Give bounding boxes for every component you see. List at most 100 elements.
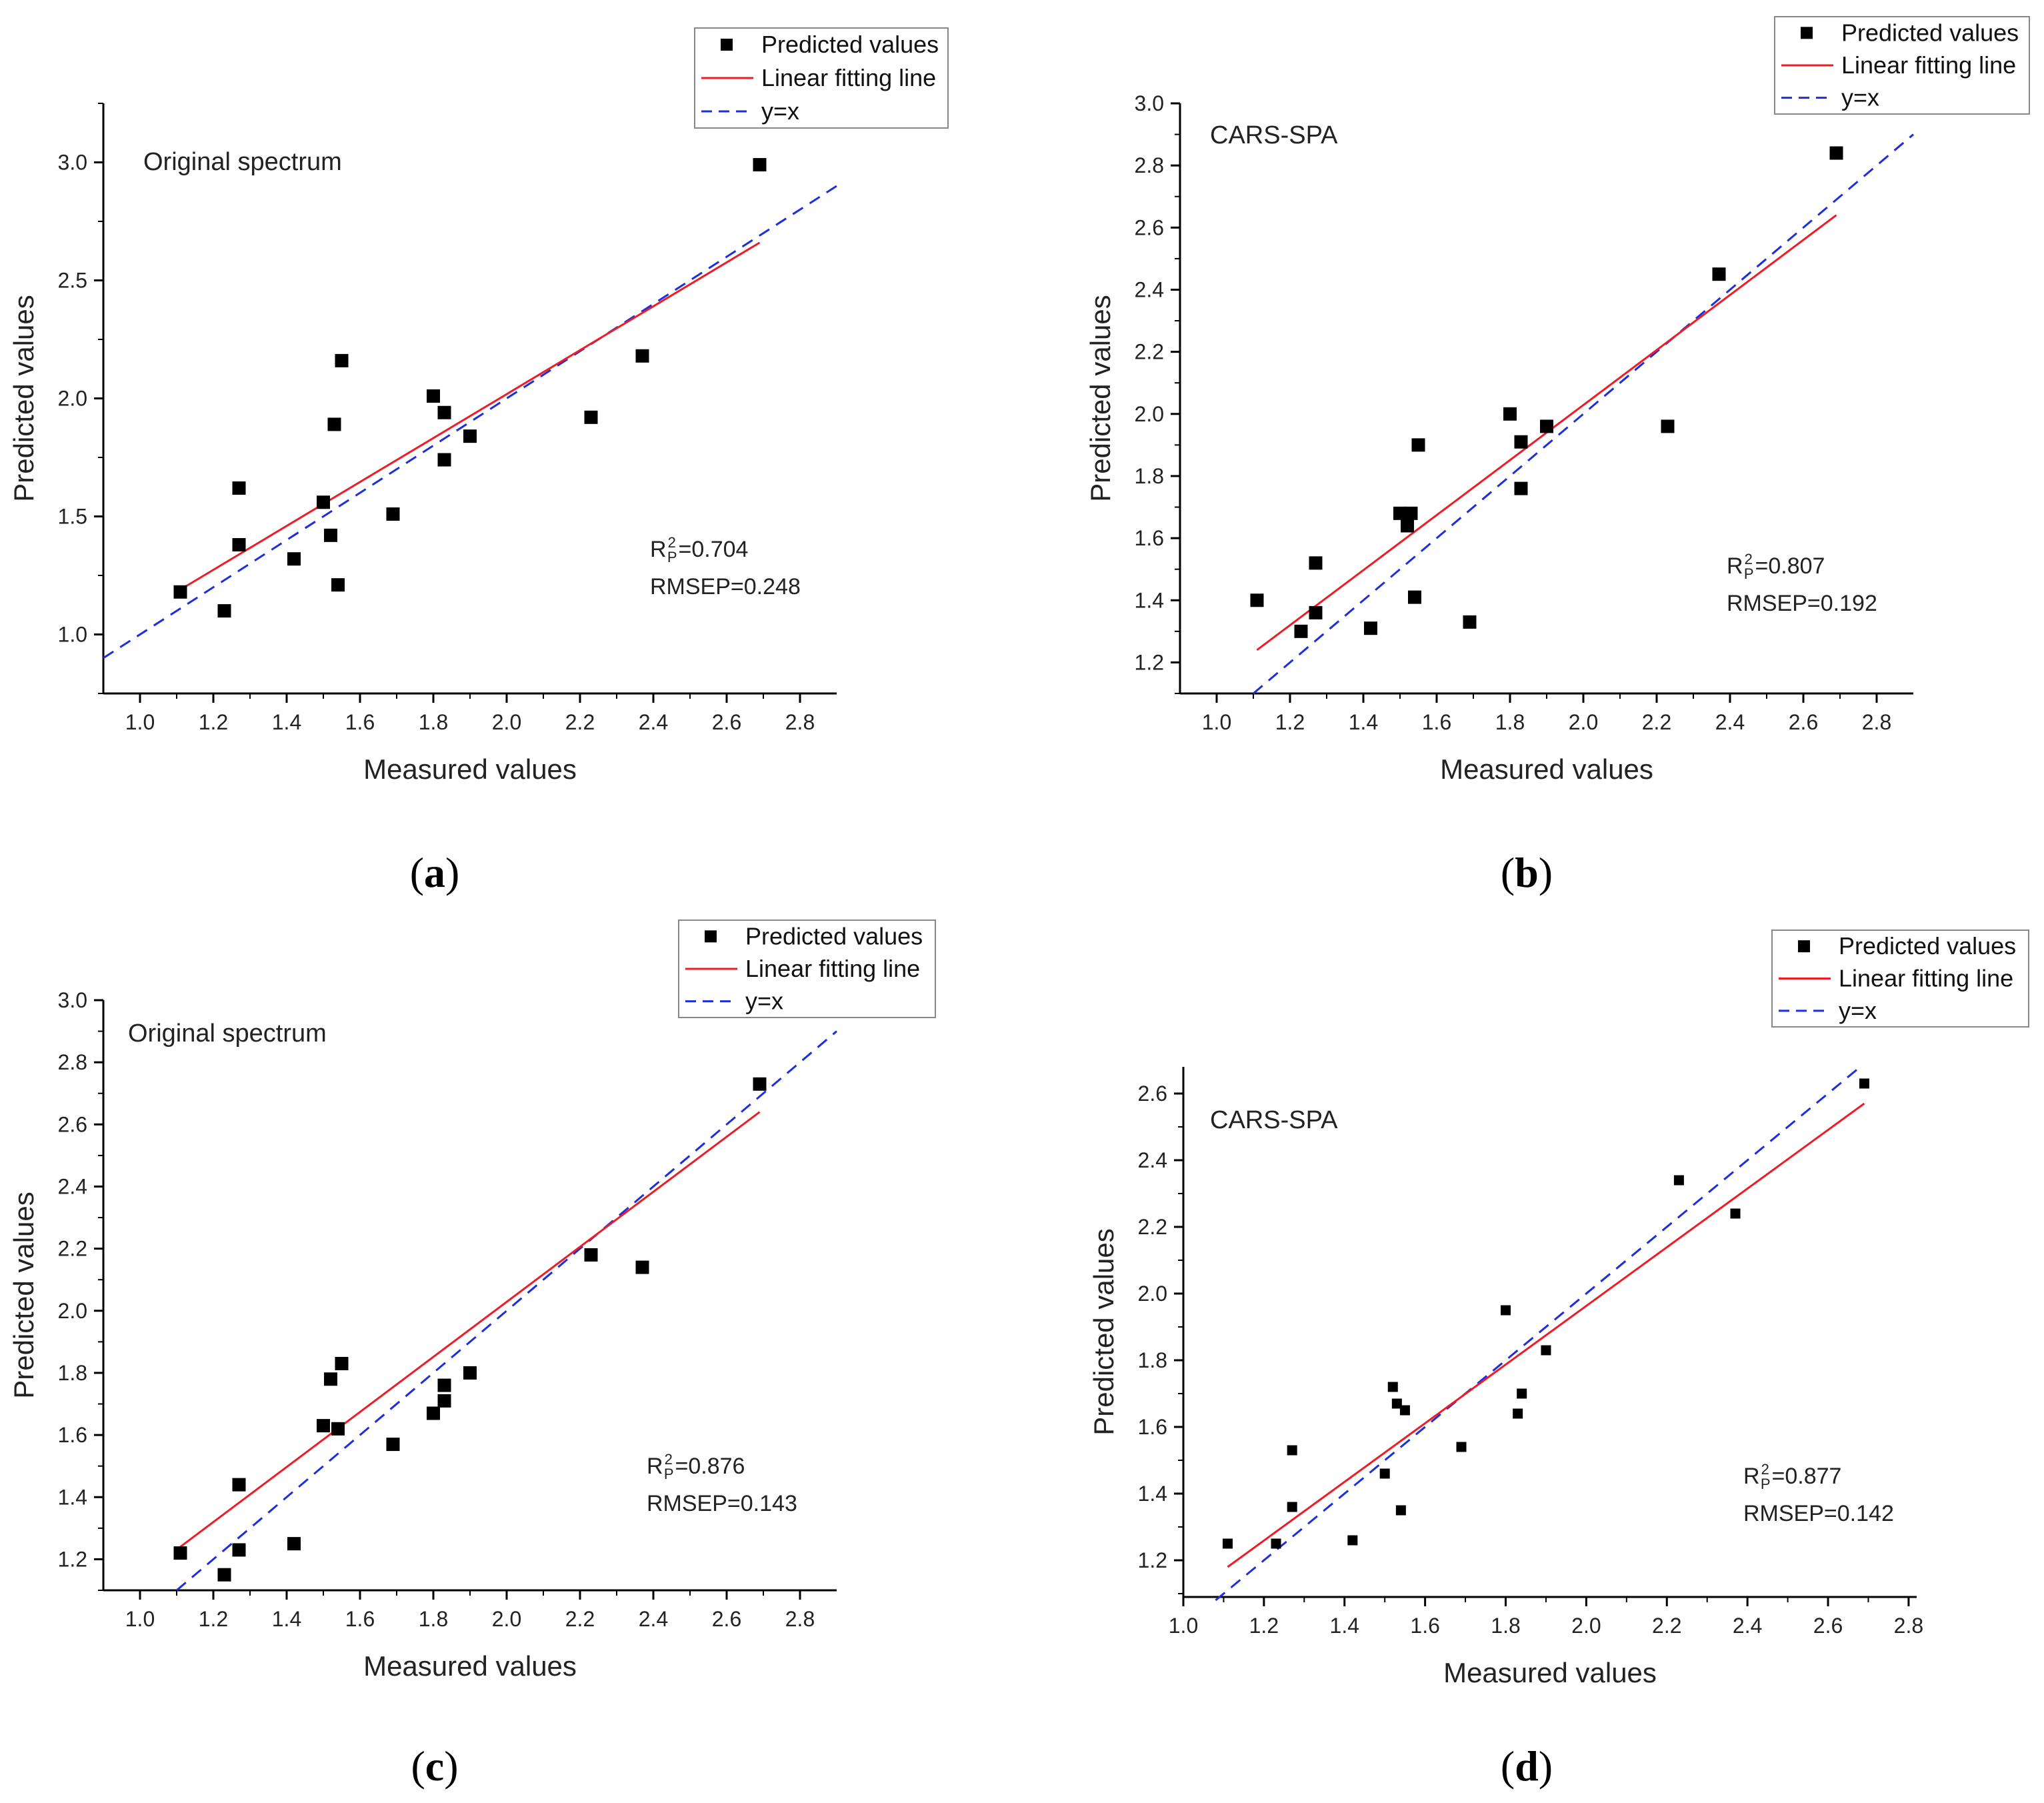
y-tick-label: 1.6: [58, 1423, 87, 1447]
data-point: [1540, 419, 1553, 433]
legend-predicted-label: Predicted values: [1839, 932, 2016, 960]
fit-line: [179, 1111, 761, 1548]
data-point: [232, 1543, 246, 1557]
panel-caption: (c): [411, 1742, 458, 1790]
panel-caption: (a): [410, 849, 460, 896]
legend-fit-label: Linear fitting line: [745, 955, 920, 982]
r2-sub: P: [667, 549, 677, 565]
y-tick-label: 3.0: [1135, 91, 1164, 115]
y-tick-label: 2.8: [1135, 153, 1164, 177]
data-point: [317, 495, 330, 509]
data-point: [287, 1537, 301, 1551]
data-point: [335, 1356, 349, 1370]
data-point: [331, 1422, 345, 1436]
data-point: [1309, 605, 1323, 619]
data-point: [463, 1366, 477, 1380]
x-tick-label: 1.6: [345, 1607, 375, 1631]
y-tick-label: 1.2: [1138, 1548, 1167, 1572]
legend-square-symbol: [1798, 940, 1810, 953]
x-tick-label: 2.6: [1789, 710, 1818, 734]
legend-identity-label: y=x: [761, 97, 799, 125]
data-point: [1411, 438, 1425, 452]
x-tick-label: 2.6: [712, 710, 741, 734]
data-point: [1404, 506, 1418, 520]
x-tick-label: 2.6: [1813, 1614, 1843, 1638]
x-tick-label: 2.4: [639, 710, 668, 734]
r2-sup: 2: [665, 1451, 673, 1468]
x-tick-label: 2.4: [1715, 710, 1745, 734]
y-tick-label: 3.0: [58, 151, 87, 175]
y-tick-label: 2.6: [1135, 215, 1164, 239]
y-tick-label: 1.8: [1135, 464, 1164, 488]
x-tick-label: 2.6: [712, 1607, 741, 1631]
y-tick-label: 1.8: [58, 1361, 87, 1385]
r2-symbol: R: [650, 537, 667, 562]
data-point: [753, 158, 767, 172]
legend: Predicted values Linear fitting line y=x: [694, 27, 949, 129]
chart-panel-c: 1.0 1.2 1.4 1.6 1.8 2.0 2.2 2.4 2.6 2.8 1.2 1.4 1.6 1…: [8, 920, 936, 1790]
y-tick-label: 1.8: [1138, 1348, 1167, 1372]
chart-panel-a: 1.0 1.2 1.4 1.6 1.8 2.0 2.2 2.4 2.6 2.8 1.0 1.5 2.0 2…: [8, 27, 949, 896]
y-tick-label: 1.2: [58, 1547, 87, 1571]
chart-panel-b: 1.0 1.2 1.4 1.6 1.8 2.0 2.2 2.4 2.6 2.8 1.2 1.4 1.6 1…: [1085, 16, 2030, 896]
data-point: [635, 1260, 649, 1274]
inset-label: CARS-SPA: [1210, 1106, 1338, 1134]
x-tick-label: 2.0: [492, 710, 521, 734]
r2-stat: R2 P=0.807: [1727, 551, 1825, 582]
caption-close-paren: ): [1539, 849, 1553, 896]
caption-close-paren: ): [1539, 1742, 1553, 1790]
caption-letter: c: [425, 1742, 444, 1790]
data-point: [437, 405, 451, 419]
y-tick-label: 2.4: [1135, 277, 1164, 301]
r2-sub: P: [664, 1466, 674, 1482]
data-point: [437, 1394, 451, 1408]
r2-sup: 2: [1761, 1461, 1769, 1478]
legend-predicted-label: Predicted values: [1841, 19, 2019, 46]
x-axis-title: Measured values: [1443, 1657, 1657, 1688]
panel-caption: (d): [1501, 1742, 1553, 1790]
legend: Predicted values Linear fitting line y=x: [678, 920, 936, 1018]
x-tick-label: 2.0: [1571, 1614, 1601, 1638]
chart-panel-d: 1.0 1.2 1.4 1.6 1.8 2.0 2.2 2.4 2.6 2.8 1.2 1.4 1.6 1…: [1088, 930, 2029, 1790]
data-point: [232, 537, 246, 551]
data-point: [217, 604, 231, 618]
y-axis-title: Predicted values: [8, 295, 39, 502]
data-point: [1222, 1538, 1233, 1549]
r2-symbol: R: [647, 1454, 663, 1479]
legend-identity-label: y=x: [745, 988, 783, 1015]
data-point: [1661, 419, 1675, 433]
data-point: [584, 1248, 598, 1262]
data-point: [1309, 556, 1323, 570]
y-tick-label: 3.0: [58, 988, 87, 1012]
data-point: [463, 429, 477, 443]
panel-caption: (b): [1501, 849, 1553, 896]
x-tick-label: 2.8: [1862, 710, 1891, 734]
data-point: [1294, 624, 1308, 638]
y-tick-label: 2.0: [1135, 402, 1164, 426]
y-tick-label: 2.0: [58, 387, 87, 411]
x-tick-label: 1.0: [125, 710, 155, 734]
y-tick-label: 1.2: [1135, 650, 1164, 674]
data-point: [386, 1438, 400, 1452]
data-point: [1859, 1078, 1869, 1089]
data-point: [1503, 407, 1517, 421]
r2-value: =0.807: [1755, 553, 1825, 579]
x-tick-label: 1.2: [199, 710, 228, 734]
rmsep-stat: RMSEP=0.248: [650, 574, 801, 599]
y-axis-title: Predicted values: [8, 1192, 39, 1399]
data-point: [331, 578, 345, 592]
y-tick-label: 2.5: [58, 269, 87, 293]
y-tick-label: 2.4: [1138, 1148, 1167, 1172]
y-axis-title: Predicted values: [1088, 1228, 1119, 1436]
legend-identity-label: y=x: [1839, 997, 1877, 1024]
caption-letter: b: [1515, 849, 1539, 896]
data-point: [437, 1378, 451, 1392]
y-tick-label: 2.0: [58, 1299, 87, 1323]
caption-letter: a: [424, 849, 445, 896]
data-point: [427, 1406, 440, 1420]
legend-fit-label: Linear fitting line: [1839, 965, 2013, 992]
y-tick-label: 2.4: [58, 1174, 87, 1198]
legend-predicted-label: Predicted values: [761, 31, 939, 58]
x-tick-label: 1.4: [1330, 1614, 1359, 1638]
